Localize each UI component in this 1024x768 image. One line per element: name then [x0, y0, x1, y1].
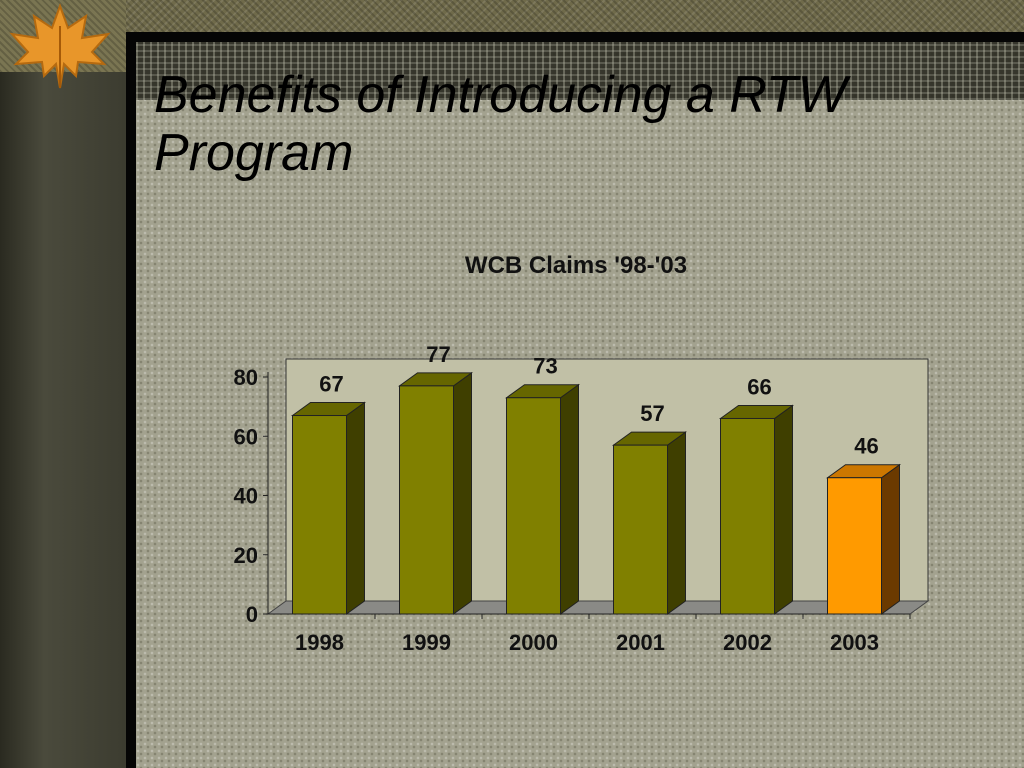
data-label: 57	[640, 401, 664, 426]
bar-side	[667, 431, 686, 615]
bar-1998	[290, 401, 367, 615]
chart-title: WCB Claims '98-'03	[465, 252, 687, 279]
x-tick-label: 2000	[509, 630, 558, 655]
data-labels: 67 77 73 57 66 46	[319, 342, 878, 459]
title-texture-strip	[136, 42, 1024, 100]
y-tick-label: 0	[246, 602, 258, 627]
x-tick-label: 2002	[723, 630, 772, 655]
data-label: 46	[854, 434, 878, 459]
y-tick-label: 80	[234, 365, 258, 390]
bar-2001	[611, 431, 688, 615]
horizontal-frame-bar	[126, 32, 1024, 42]
y-axis-ticks: 0 20 40 60 80	[234, 365, 268, 627]
data-label: 66	[747, 374, 771, 399]
bar-face	[399, 385, 454, 615]
x-tick-label: 1998	[295, 630, 344, 655]
title-line-2: Program	[154, 124, 354, 182]
page-title: Benefits of Introducing a RTW Program	[154, 66, 954, 182]
bar-1999	[397, 371, 474, 615]
y-tick-label: 20	[234, 543, 258, 568]
bar-face	[720, 417, 775, 615]
title-line-1: Benefits of Introducing a RTW	[154, 66, 847, 124]
y-tick-label: 60	[234, 424, 258, 449]
x-tick-label: 2003	[830, 630, 879, 655]
x-tick-label: 2001	[616, 630, 665, 655]
bar-2000	[504, 383, 581, 615]
bar-face	[613, 444, 668, 615]
bar-face	[506, 397, 561, 615]
data-label: 77	[426, 342, 450, 367]
bar-2003	[825, 463, 902, 615]
bar-side	[560, 383, 579, 615]
left-dark-panel	[0, 32, 126, 768]
bar-chart: WCB Claims '98-'03 0 20 40 60 80 67 77 73 57 66 4…	[234, 252, 930, 655]
bar-face	[827, 477, 882, 615]
y-tick-label: 40	[234, 484, 258, 509]
bar-face	[292, 415, 347, 615]
x-tick-label: 1999	[402, 630, 451, 655]
bars	[290, 371, 902, 615]
maple-leaf-icon	[9, 3, 111, 89]
top-texture-band	[0, 0, 1024, 32]
bar-side	[881, 463, 900, 615]
data-label: 67	[319, 372, 343, 397]
data-label: 73	[533, 354, 557, 379]
bar-side	[453, 371, 472, 615]
bar-2002	[718, 404, 795, 615]
vertical-frame-bar	[126, 32, 136, 768]
x-axis-ticks: 1998 1999 2000 2001 2002 2003	[295, 614, 911, 655]
bar-side	[346, 401, 365, 615]
bar-side	[774, 404, 793, 615]
